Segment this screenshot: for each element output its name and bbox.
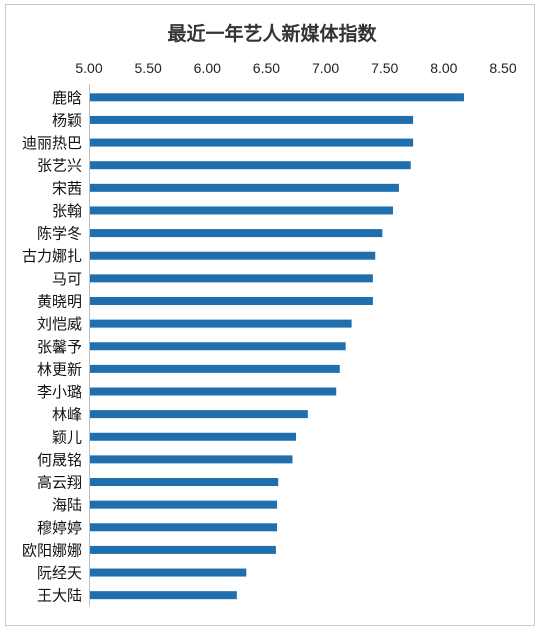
category-label: 张翰 [52,203,82,220]
bar [90,319,352,328]
category-label: 海陆 [52,497,82,514]
category-label: 鹿晗 [52,89,82,107]
category-label: 陈学冬 [37,225,82,243]
category-label: 张艺兴 [37,158,82,175]
bar [90,161,411,170]
category-labels: 鹿晗杨颖迪丽热巴张艺兴宋茜张翰陈学冬古力娜扎马可黄晓明刘恺威张馨予林更新李小璐林… [22,89,82,605]
category-label: 穆婷婷 [37,520,82,537]
bar [90,432,296,441]
chart-title: 最近一年艺人新媒体指数 [167,22,377,45]
bar [90,410,308,419]
x-tick-label: 6.00 [194,60,221,76]
category-label: 颖儿 [52,429,82,446]
category-label: 刘恺威 [37,316,82,333]
category-label: 古力娜扎 [22,248,82,265]
category-label: 杨颖 [52,112,82,129]
category-label: 林更新 [37,361,82,378]
bar [90,183,399,192]
x-tick-label: 7.50 [371,60,398,76]
bar [90,545,276,554]
bar [90,478,279,487]
category-label: 王大陆 [37,588,82,605]
category-label: 黄晓明 [37,293,82,310]
category-label: 阮经天 [37,565,82,582]
bar [90,387,337,396]
bar [90,364,340,373]
x-tick-label: 8.50 [489,60,516,76]
bar [90,138,414,147]
bars [90,93,464,600]
category-label: 何晟铭 [37,452,82,469]
bar [90,591,237,600]
chart-frame [5,4,535,626]
category-label: 马可 [52,271,82,288]
bar [90,251,376,260]
bar [90,342,346,351]
bar [90,500,278,509]
category-label: 宋茜 [52,180,82,197]
category-label: 欧阳娜娜 [22,542,82,559]
category-label: 李小璐 [37,384,82,401]
x-tick-label: 7.00 [312,60,339,76]
bar [90,523,278,532]
x-tick-label: 8.00 [430,60,457,76]
bar [90,206,393,215]
bar [90,455,293,464]
bar [90,274,373,283]
bar [90,296,373,305]
bar [90,229,383,238]
x-tick-label: 5.50 [135,60,162,76]
bar [90,93,464,102]
category-label: 张馨予 [37,339,82,356]
x-axis: 5.00 5.50 6.00 6.50 7.00 7.50 8.00 8.50 [75,60,516,76]
x-tick-label: 5.00 [75,60,102,76]
bar [90,115,414,124]
category-label: 林峰 [52,407,82,424]
bar [90,568,247,577]
x-tick-label: 6.50 [253,60,280,76]
category-label: 迪丽热巴 [22,135,82,152]
category-label: 高云翔 [37,475,82,492]
